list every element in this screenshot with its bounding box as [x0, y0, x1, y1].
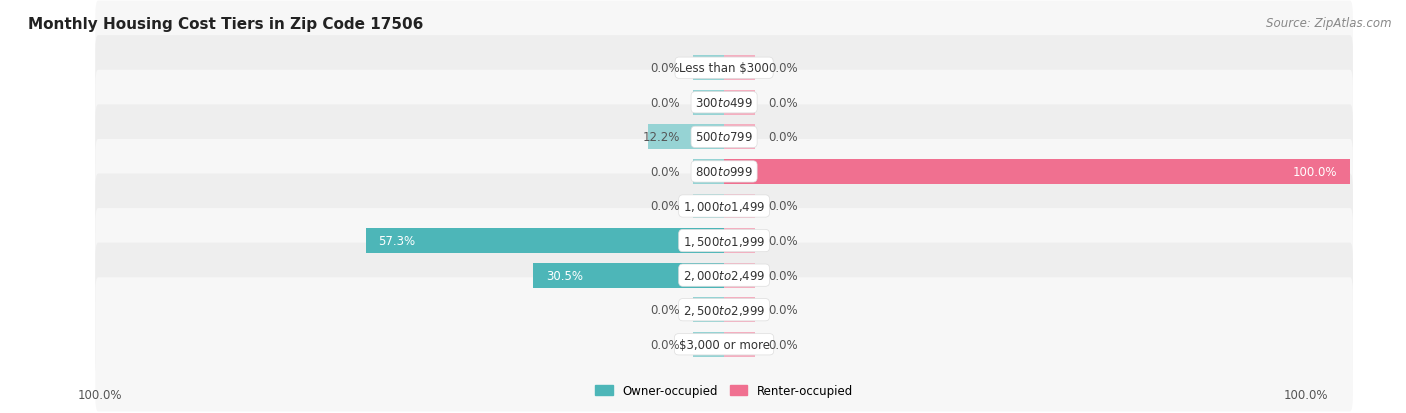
Text: $800 to $999: $800 to $999 [695, 166, 754, 178]
Legend: Owner-occupied, Renter-occupied: Owner-occupied, Renter-occupied [591, 379, 858, 401]
Text: 0.0%: 0.0% [651, 62, 681, 75]
Text: 30.5%: 30.5% [546, 269, 582, 282]
Text: Monthly Housing Cost Tiers in Zip Code 17506: Monthly Housing Cost Tiers in Zip Code 1… [28, 17, 423, 31]
Bar [724, 297, 755, 323]
FancyBboxPatch shape [96, 174, 1353, 308]
Text: 100.0%: 100.0% [1284, 388, 1329, 401]
Text: $2,500 to $2,999: $2,500 to $2,999 [683, 303, 765, 317]
Text: 0.0%: 0.0% [768, 131, 797, 144]
Text: 57.3%: 57.3% [378, 235, 415, 247]
Text: $1,000 to $1,499: $1,000 to $1,499 [683, 199, 765, 214]
Bar [366, 228, 724, 254]
Text: Source: ZipAtlas.com: Source: ZipAtlas.com [1267, 17, 1392, 29]
FancyBboxPatch shape [96, 71, 1353, 204]
Bar [693, 194, 724, 219]
FancyBboxPatch shape [96, 36, 1353, 170]
Bar [693, 332, 724, 357]
Bar [533, 263, 724, 288]
FancyBboxPatch shape [96, 140, 1353, 273]
FancyBboxPatch shape [96, 278, 1353, 411]
Text: 0.0%: 0.0% [768, 304, 797, 316]
Text: 0.0%: 0.0% [651, 97, 681, 109]
Text: $300 to $499: $300 to $499 [695, 97, 754, 109]
Text: 0.0%: 0.0% [768, 235, 797, 247]
FancyBboxPatch shape [96, 209, 1353, 342]
Bar [693, 56, 724, 81]
Text: $1,500 to $1,999: $1,500 to $1,999 [683, 234, 765, 248]
Text: 100.0%: 100.0% [77, 388, 122, 401]
Bar [693, 90, 724, 116]
Bar [724, 159, 1350, 185]
Bar [693, 159, 724, 185]
Bar [648, 125, 724, 150]
Bar [724, 263, 755, 288]
Bar [724, 125, 755, 150]
Text: $500 to $799: $500 to $799 [695, 131, 754, 144]
Text: 0.0%: 0.0% [651, 338, 681, 351]
Text: Less than $300: Less than $300 [679, 62, 769, 75]
Text: 0.0%: 0.0% [651, 200, 681, 213]
Text: 0.0%: 0.0% [768, 269, 797, 282]
Text: $2,000 to $2,499: $2,000 to $2,499 [683, 268, 765, 282]
Bar [724, 90, 755, 116]
FancyBboxPatch shape [96, 243, 1353, 377]
FancyBboxPatch shape [96, 105, 1353, 239]
Text: $3,000 or more: $3,000 or more [679, 338, 769, 351]
Text: 100.0%: 100.0% [1292, 166, 1337, 178]
Text: 0.0%: 0.0% [768, 200, 797, 213]
Text: 12.2%: 12.2% [643, 131, 681, 144]
Bar [724, 332, 755, 357]
Bar [724, 194, 755, 219]
Bar [724, 228, 755, 254]
Bar [693, 297, 724, 323]
Bar [724, 56, 755, 81]
Text: 0.0%: 0.0% [651, 166, 681, 178]
Text: 0.0%: 0.0% [768, 97, 797, 109]
FancyBboxPatch shape [96, 2, 1353, 135]
Text: 0.0%: 0.0% [651, 304, 681, 316]
Text: 0.0%: 0.0% [768, 62, 797, 75]
Text: 0.0%: 0.0% [768, 338, 797, 351]
